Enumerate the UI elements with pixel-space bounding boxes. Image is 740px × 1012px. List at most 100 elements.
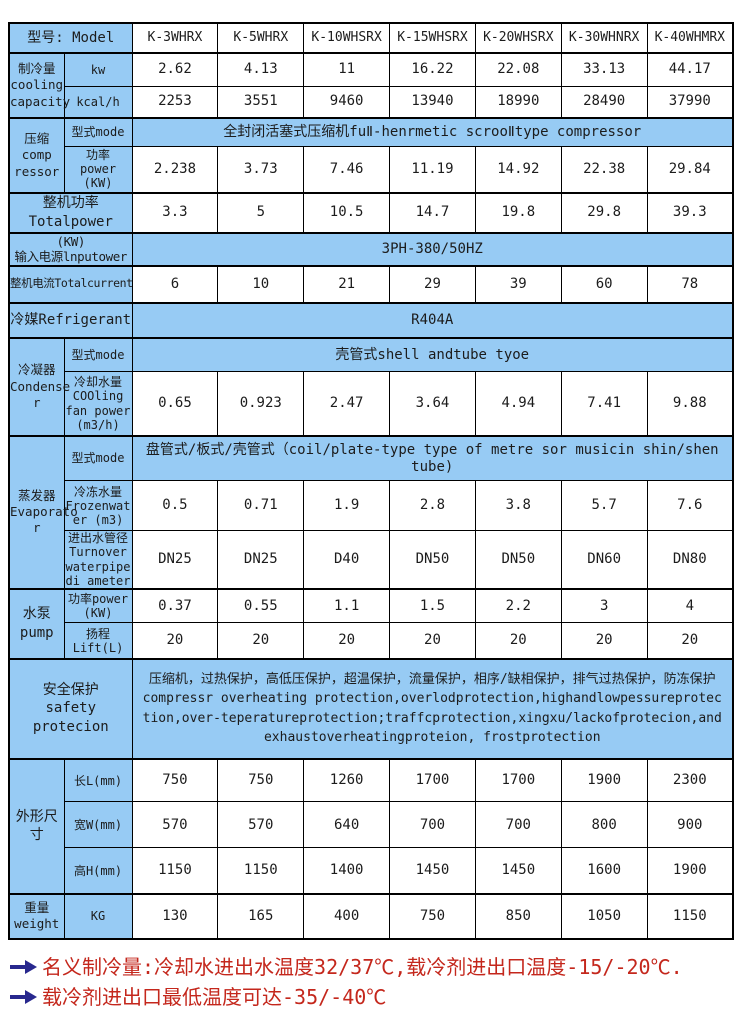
- total-current-value: 10: [217, 264, 305, 304]
- dimensions-label: 外形尺寸: [8, 757, 65, 895]
- total-power-value: 29.8: [560, 192, 648, 234]
- condenser-mode-label: 型式mode: [63, 336, 133, 373]
- note-text: 名义制冷量:冷却水进出水温度32/37℃,载冷剂进出口温度-15/-20℃.: [42, 954, 683, 979]
- width-label: 宽W(mm): [63, 801, 133, 849]
- length-value: 1700: [389, 757, 476, 803]
- frozen-water-value: 0.71: [217, 480, 305, 532]
- model-name: K-20WHSRX: [474, 22, 562, 54]
- condenser-water-value: 9.88: [646, 371, 734, 437]
- condenser-water-value: 3.64: [389, 371, 476, 437]
- width-value: 640: [303, 801, 391, 849]
- condenser-water-value: 0.923: [217, 371, 305, 437]
- cooling-kw-value: 33.13: [560, 52, 648, 87]
- compressor-power-value: 29.84: [646, 145, 734, 194]
- length-label: 长L(mm): [63, 757, 133, 803]
- length-value: 2300: [646, 757, 734, 803]
- pump-label: 水泵 pump: [8, 587, 65, 660]
- total-current-value: 6: [131, 264, 219, 304]
- evaporator-mode-value: 盘管式/板式/壳管式（coil/plate-type type of metre…: [131, 434, 734, 482]
- note-line: 载冷剂进出口最低温度可达-35/-40℃: [10, 982, 740, 1012]
- cooling-kw-value: 44.17: [646, 52, 734, 87]
- right-arrow-icon: [10, 959, 38, 974]
- height-value: 1400: [303, 847, 391, 895]
- height-value: 1150: [217, 847, 305, 895]
- cooling-kw-value: 16.22: [389, 52, 476, 87]
- total-current-value: 29: [389, 264, 476, 304]
- spec-table: 型号: Model K-3WHRX K-5WHRX K-10WHSRX K-15…: [8, 22, 734, 940]
- total-power-value: 14.7: [389, 192, 476, 234]
- total-current-value: 78: [646, 264, 734, 304]
- weight-unit-label: KG: [63, 892, 133, 940]
- model-name: K-40WHMRX: [646, 22, 734, 54]
- condenser-mode-value: 壳管式shell andtube tyoe: [131, 336, 734, 373]
- compressor-power-label: 功率 power (KW): [63, 145, 133, 194]
- width-value: 800: [560, 801, 648, 849]
- pump-lift-value: 20: [131, 622, 219, 660]
- width-value: 700: [389, 801, 476, 849]
- frozen-water-value: 2.8: [389, 480, 476, 532]
- pump-power-value: 1.1: [303, 587, 391, 624]
- compressor-power-value: 14.92: [474, 145, 562, 194]
- height-value: 1150: [131, 847, 219, 895]
- weight-value: 165: [217, 892, 305, 940]
- cooling-kcal-value: 9460: [303, 85, 391, 119]
- note-line: 名义制冷量:冷却水进出水温度32/37℃,载冷剂进出口温度-15/-20℃.: [10, 952, 740, 982]
- frozen-water-value: 5.7: [560, 480, 648, 532]
- pump-lift-value: 20: [217, 622, 305, 660]
- width-value: 570: [131, 801, 219, 849]
- pipe-diameter-value: DN50: [389, 530, 476, 590]
- weight-value: 1050: [560, 892, 648, 940]
- condenser-water-label: 冷却水量 COOling fan power (m3/h): [63, 371, 133, 437]
- length-value: 1700: [474, 757, 562, 803]
- weight-value: 850: [474, 892, 562, 940]
- model-name: K-10WHSRX: [303, 22, 391, 54]
- kcal-label: kcal/h: [63, 85, 133, 119]
- safety-protection-value: 压缩机，过热保护，高低压保护，超温保护，流量保护，相序/缺相保护，排气过热保护，…: [131, 657, 734, 760]
- cooling-kcal-value: 18990: [474, 85, 562, 119]
- weight-label: 重量 weight: [8, 892, 65, 940]
- compressor-mode-label: 型式mode: [63, 117, 133, 147]
- frozen-water-label: 冷冻水量 Frozenwat er (m3): [63, 480, 133, 532]
- length-value: 750: [131, 757, 219, 803]
- length-value: 1900: [560, 757, 648, 803]
- width-value: 700: [474, 801, 562, 849]
- length-value: 750: [217, 757, 305, 803]
- compressor-label: 压缩 comp ressor: [8, 117, 65, 194]
- pump-power-value: 2.2: [474, 587, 562, 624]
- height-value: 1450: [389, 847, 476, 895]
- total-current-label: 整机电流Totalcurrent(A): [8, 264, 133, 304]
- model-name: K-15WHSRX: [389, 22, 476, 54]
- frozen-water-value: 7.6: [646, 480, 734, 532]
- total-power-value: 19.8: [474, 192, 562, 234]
- cooling-kcal-value: 2253: [131, 85, 219, 119]
- height-value: 1600: [560, 847, 648, 895]
- pump-power-value: 4: [646, 587, 734, 624]
- pump-lift-value: 20: [303, 622, 391, 660]
- condenser-label: 冷凝器 Condense r: [8, 336, 70, 437]
- total-power-value: 39.3: [646, 192, 734, 234]
- compressor-power-value: 7.46: [303, 145, 391, 194]
- refrigerant-value: R404A: [131, 301, 734, 339]
- compressor-power-value: 22.38: [560, 145, 648, 194]
- compressor-power-value: 3.73: [217, 145, 305, 194]
- input-power-label: (KW) 输入电源lnputower: [8, 231, 133, 267]
- pipe-diameter-label: 进出水管径 Turnover waterpipe di ameter: [63, 530, 133, 590]
- cooling-capacity-label: 制冷量 cooling capacity: [8, 52, 70, 119]
- frozen-water-value: 0.5: [131, 480, 219, 532]
- height-value: 1450: [474, 847, 562, 895]
- total-power-value: 5: [217, 192, 305, 234]
- kw-label: kw: [63, 52, 133, 87]
- right-arrow-icon: [10, 989, 38, 1004]
- pump-lift-value: 20: [560, 622, 648, 660]
- pump-power-label: 功率power (KW): [63, 587, 133, 624]
- cooling-kw-value: 22.08: [474, 52, 562, 87]
- safety-protection-label: 安全保护 safety protecion: [8, 657, 133, 760]
- pump-lift-value: 20: [389, 622, 476, 660]
- compressor-mode-value: 全封闭活塞式压缩机fuⅡ-henrmetic scrooⅡtype compre…: [131, 117, 734, 147]
- total-power-label: 整机功率 Totalpower: [8, 192, 133, 234]
- evaporator-mode-label: 型式mode: [63, 434, 133, 482]
- cooling-kw-value: 11: [303, 52, 391, 87]
- total-current-value: 60: [560, 264, 648, 304]
- pipe-diameter-value: DN50: [474, 530, 562, 590]
- weight-value: 130: [131, 892, 219, 940]
